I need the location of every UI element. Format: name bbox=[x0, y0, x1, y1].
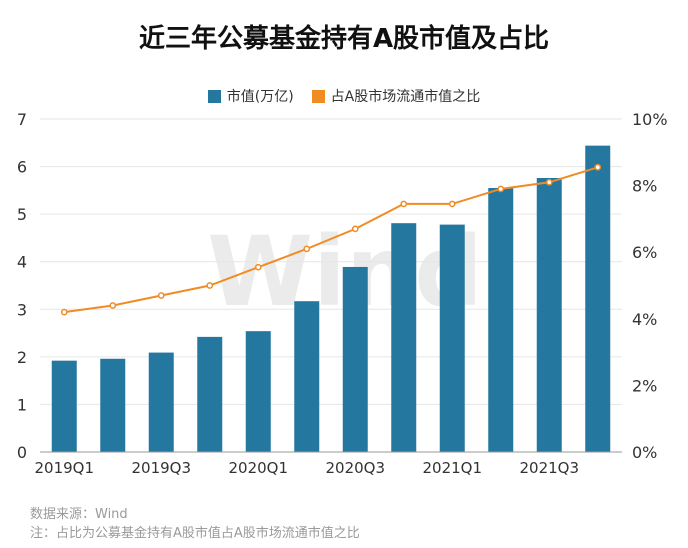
x-tick-label: 2021Q1 bbox=[422, 459, 482, 477]
ratio-point bbox=[594, 163, 602, 171]
y-left-tick-label: 2 bbox=[17, 348, 27, 367]
source-note: 数据来源：Wind bbox=[30, 507, 128, 522]
bar-market-value bbox=[197, 336, 223, 452]
ratio-point bbox=[303, 245, 311, 253]
y-right-tick-label: 0% bbox=[632, 443, 657, 462]
y-right-tick-label: 10% bbox=[632, 110, 668, 129]
ratio-point bbox=[351, 225, 359, 233]
bar-market-value bbox=[391, 223, 417, 452]
ratio-point bbox=[545, 178, 553, 186]
bar-market-value bbox=[488, 187, 514, 452]
legend-bar-swatch bbox=[207, 89, 221, 103]
chart-title: 近三年公募基金持有A股市值及占比 bbox=[138, 24, 550, 54]
y-left-tick-label: 0 bbox=[17, 443, 27, 462]
ratio-line bbox=[64, 166, 599, 314]
ratio-point bbox=[60, 308, 68, 316]
bar-market-value bbox=[342, 266, 368, 452]
bar-market-value bbox=[148, 352, 174, 452]
ratio-point bbox=[157, 292, 165, 299]
ratio-point bbox=[497, 185, 505, 193]
bar-market-value bbox=[439, 224, 465, 452]
legend-line-swatch bbox=[311, 89, 325, 103]
bar-market-value bbox=[585, 145, 611, 452]
ratio-point bbox=[400, 200, 408, 208]
ratio-point bbox=[206, 282, 214, 289]
bar-market-value bbox=[100, 358, 126, 452]
legend-item-ratio[interactable]: 占A股市场流通市值之比 bbox=[311, 86, 481, 106]
y-left-tick-label: 1 bbox=[17, 395, 27, 414]
y-left-tick-label: 6 bbox=[17, 158, 27, 177]
x-tick-label: 2020Q1 bbox=[228, 459, 288, 477]
ratio-point bbox=[448, 200, 456, 208]
chart-legend: 市值(万亿) 占A股市场流通市值之比 bbox=[0, 86, 688, 106]
y-right-tick-label: 2% bbox=[632, 376, 657, 395]
bar-market-value bbox=[51, 360, 77, 452]
y-right-tick-label: 8% bbox=[632, 177, 657, 196]
legend-label-market-value: 市值(万亿) bbox=[226, 89, 294, 105]
x-tick-label: 2019Q3 bbox=[131, 459, 191, 477]
y-left-tick-label: 3 bbox=[17, 300, 27, 319]
x-tick-label: 2019Q1 bbox=[34, 459, 94, 477]
ratio-point bbox=[254, 263, 262, 271]
y-left-tick-label: 4 bbox=[17, 253, 27, 272]
y-left-tick-label: 7 bbox=[17, 110, 27, 129]
footnote: 注：占比为公募基金持有A股市值占A股市场流通市值之比 bbox=[30, 526, 360, 541]
x-tick-label: 2020Q3 bbox=[325, 459, 385, 477]
bar-market-value bbox=[536, 177, 562, 452]
legend-item-market-value[interactable]: 市值(万亿) bbox=[207, 86, 294, 106]
bar-market-value bbox=[245, 331, 271, 452]
ratio-point bbox=[109, 302, 117, 309]
chart-notes: 数据来源：Wind 注：占比为公募基金持有A股市值占A股市场流通市值之比 bbox=[30, 505, 360, 543]
y-right-tick-label: 6% bbox=[632, 243, 657, 262]
y-left-tick-label: 5 bbox=[17, 205, 27, 224]
bar-market-value bbox=[294, 301, 320, 452]
x-tick-label: 2021Q3 bbox=[519, 459, 579, 477]
legend-label-ratio: 占A股市场流通市值之比 bbox=[330, 89, 481, 105]
y-right-tick-label: 4% bbox=[632, 310, 657, 329]
